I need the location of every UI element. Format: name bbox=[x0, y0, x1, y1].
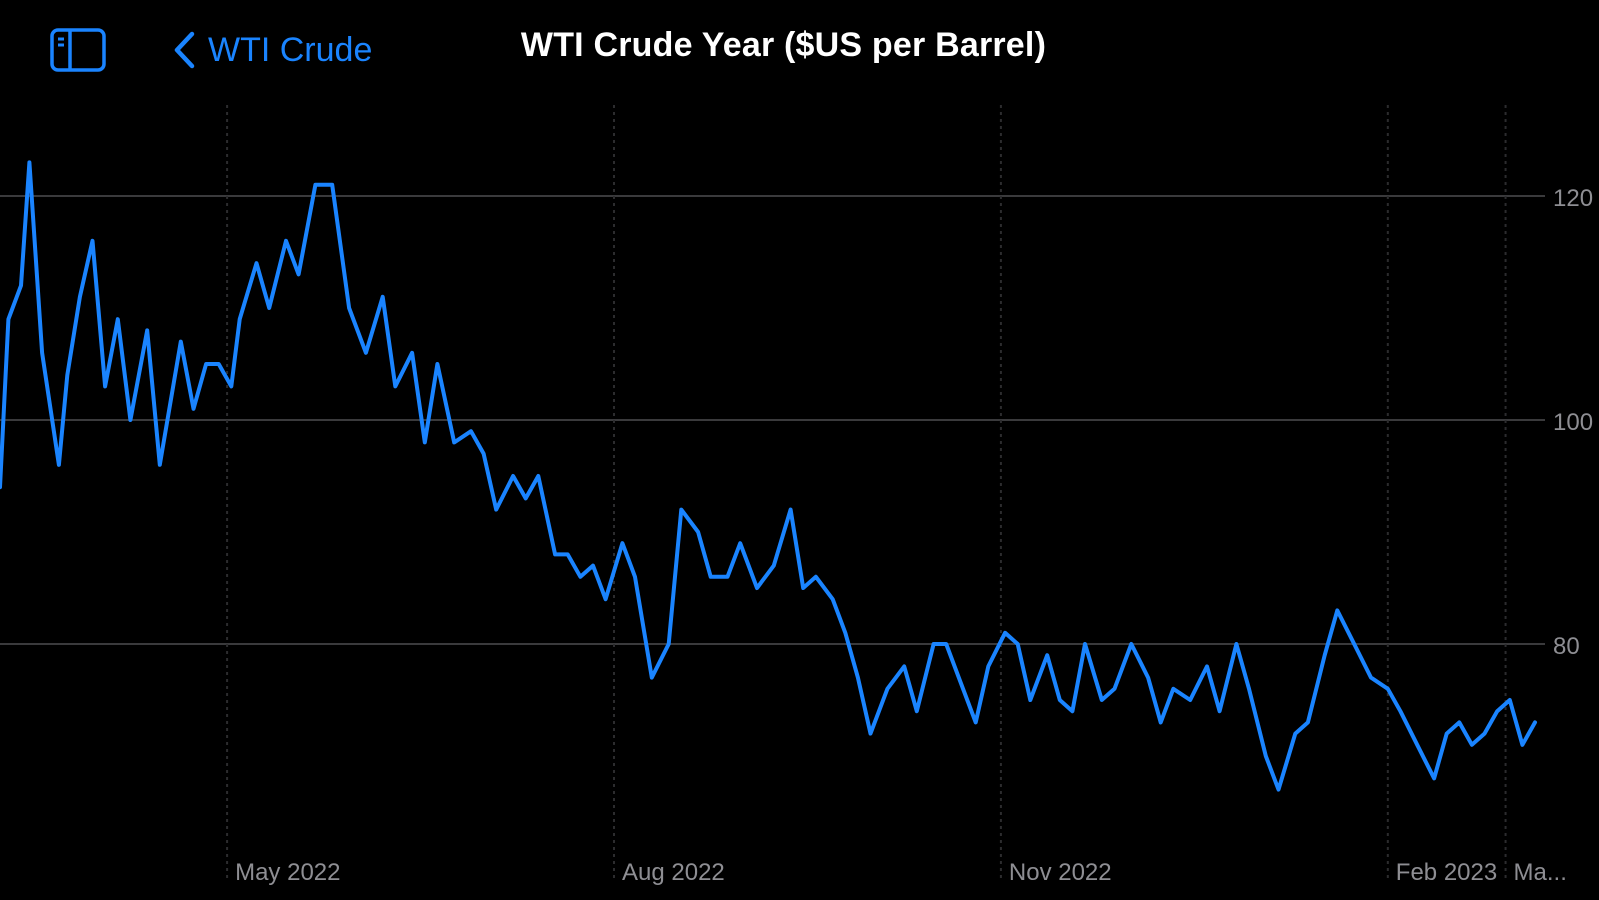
y-tick-label: 120 bbox=[1553, 185, 1593, 212]
x-tick-label: Aug 2022 bbox=[622, 859, 725, 886]
x-tick-label: May 2022 bbox=[235, 859, 340, 886]
x-tick-label: Nov 2022 bbox=[1009, 859, 1112, 886]
y-tick-label: 100 bbox=[1553, 409, 1593, 436]
sidebar-icon[interactable] bbox=[50, 28, 106, 72]
back-button-label: WTI Crude bbox=[208, 30, 373, 69]
x-tick-label: Feb 2023 bbox=[1396, 859, 1497, 886]
back-button[interactable]: WTI Crude bbox=[172, 28, 372, 72]
x-tick-label: Ma... bbox=[1514, 859, 1567, 886]
chevron-left-icon bbox=[174, 31, 195, 69]
y-tick-label: 80 bbox=[1553, 633, 1580, 660]
series-line bbox=[0, 160, 1537, 792]
